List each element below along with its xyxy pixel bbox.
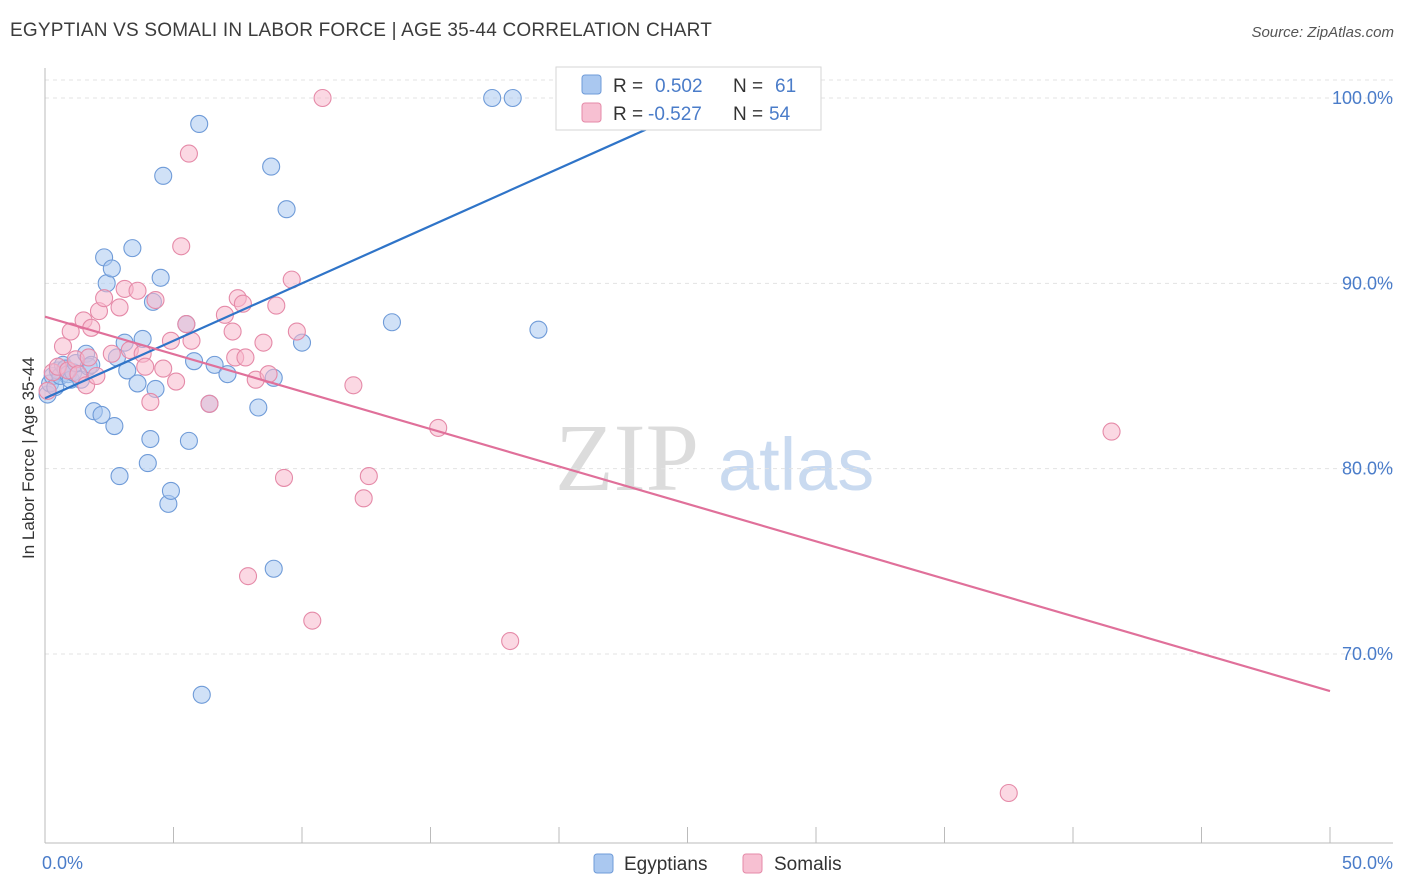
somali-point	[238, 567, 258, 586]
somali-point	[154, 359, 173, 378]
legend-n-value-2: 54	[769, 104, 791, 125]
x-tick-label: 50.0%	[1342, 853, 1393, 873]
somali-point	[146, 290, 165, 310]
somali-point	[313, 88, 332, 108]
somali-point	[200, 394, 219, 413]
somali-point	[254, 333, 273, 352]
egyptian-point	[102, 259, 121, 278]
somali-point	[274, 468, 294, 487]
somali-point	[267, 296, 286, 315]
egyptian-point	[92, 405, 111, 424]
correlation-legend: R = 0.502 N = 61 R = -0.527 N = 54	[555, 66, 822, 131]
egyptian-point	[151, 268, 170, 287]
somali-point	[303, 611, 322, 630]
somali-point	[354, 489, 373, 508]
somali-point	[95, 289, 114, 308]
source-label: Source: ZipAtlas.com	[1251, 24, 1394, 41]
somali-point	[287, 322, 306, 341]
egyptian-point	[123, 239, 142, 258]
egyptian-point	[161, 481, 180, 500]
legend-r-value-2: -0.527	[648, 104, 702, 125]
egyptian-point	[179, 431, 198, 450]
egyptian-point	[218, 365, 237, 384]
egyptian-point	[205, 355, 224, 374]
egyptian-trend-line	[44, 109, 688, 400]
egyptian-point	[249, 398, 268, 417]
somali-point	[1102, 422, 1121, 441]
egyptian-point	[110, 467, 129, 486]
somali-trend-line	[44, 315, 1331, 693]
y-tick-label: 70.0%	[1342, 644, 1393, 664]
trend-lines	[44, 109, 1331, 693]
egyptian-point	[138, 454, 157, 473]
somali-point	[79, 348, 98, 367]
egyptian-point	[529, 320, 548, 339]
somali-point	[223, 322, 242, 341]
somali-point	[172, 237, 191, 256]
chart-title: EGYPTIAN VS SOMALI IN LABOR FORCE | AGE …	[10, 20, 713, 41]
egyptian-point	[483, 88, 502, 108]
somali-point	[141, 392, 160, 411]
bottom-legend-somalis: Somalis	[774, 854, 842, 875]
egyptian-point	[154, 166, 173, 185]
somali-point	[128, 281, 147, 300]
somali-point	[236, 348, 255, 367]
egyptian-point	[264, 559, 283, 578]
somali-point	[167, 372, 186, 391]
watermark-atlas: atlas	[718, 423, 874, 506]
egyptian-point	[277, 200, 296, 219]
bottom-legend-swatch-egyptians	[593, 853, 614, 874]
egyptian-point	[128, 374, 147, 393]
watermark-zip: ZIP	[555, 404, 699, 511]
somali-point	[501, 631, 520, 651]
legend-r-label-2: R =	[613, 104, 643, 125]
somali-point	[344, 376, 363, 395]
somali-point	[110, 298, 129, 317]
egyptian-point	[190, 114, 209, 133]
somali-point	[359, 467, 378, 486]
tick-labels: 70.0% 80.0% 90.0% 100.0% 0.0% 50.0%	[42, 88, 1393, 873]
legend-r-value-1: 0.502	[655, 76, 703, 97]
somali-point	[53, 337, 73, 356]
egyptian-point	[503, 88, 522, 108]
egyptian-point	[105, 416, 124, 436]
legend-swatch-somalis	[581, 102, 602, 123]
legend-n-value-1: 61	[775, 76, 796, 97]
somali-point	[177, 315, 196, 334]
egyptian-point	[192, 685, 211, 704]
legend-n-label-2: N =	[733, 104, 763, 125]
y-tick-label: 80.0%	[1342, 459, 1393, 479]
somali-point	[61, 322, 80, 341]
legend-swatch-egyptians	[581, 74, 602, 95]
series-legend: Egyptians Somalis	[593, 853, 842, 875]
somali-point	[999, 783, 1018, 803]
egyptian-point	[262, 157, 281, 176]
legend-n-label-1: N =	[733, 76, 763, 97]
y-tick-label: 100.0%	[1332, 88, 1393, 108]
y-axis-label: In Labor Force | Age 35-44	[19, 357, 38, 559]
data-points	[38, 88, 1121, 803]
bottom-legend-swatch-somalis	[742, 853, 763, 874]
bottom-legend-egyptians: Egyptians	[624, 854, 707, 875]
legend-r-label-1: R =	[613, 76, 643, 97]
egyptian-point	[141, 429, 160, 449]
x-tick-label: 0.0%	[42, 853, 83, 873]
y-tick-label: 90.0%	[1342, 273, 1393, 293]
egyptian-point	[382, 313, 402, 332]
somali-point	[136, 357, 155, 376]
somali-point	[102, 344, 121, 363]
axes	[44, 68, 1393, 844]
somali-point	[179, 144, 198, 163]
